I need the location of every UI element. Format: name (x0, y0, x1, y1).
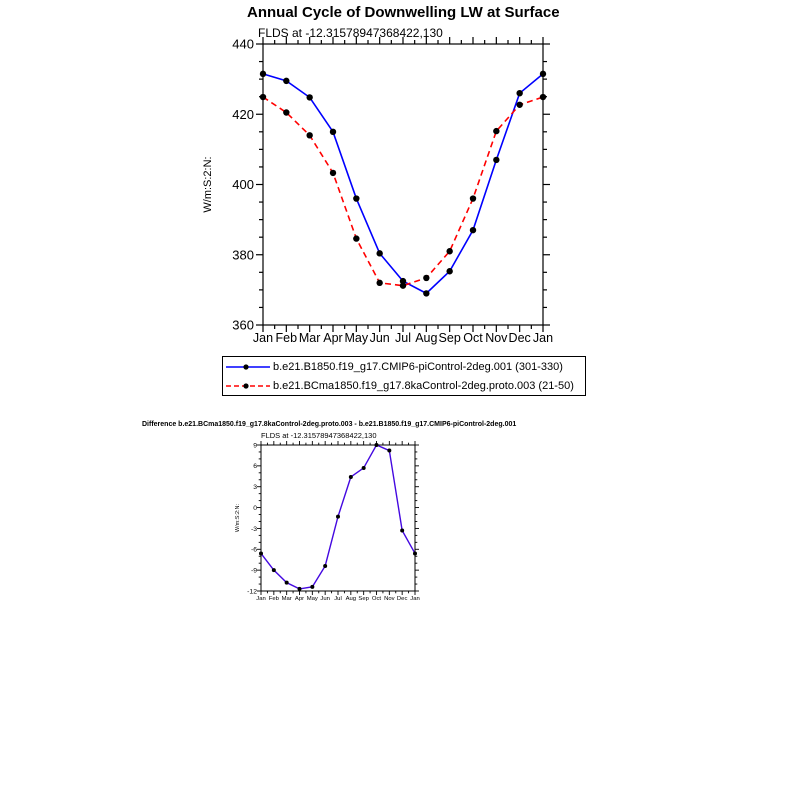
svg-text:May: May (345, 331, 369, 345)
svg-text:Jul: Jul (395, 331, 411, 345)
svg-text:6: 6 (253, 463, 257, 470)
svg-text:May: May (307, 596, 318, 602)
y-axis-label: W/m:S:2:N: (235, 503, 241, 532)
svg-text:0: 0 (253, 505, 257, 512)
legend-line-solid-blue-icon (226, 363, 270, 370)
svg-text:400: 400 (232, 177, 254, 192)
svg-text:Nov: Nov (384, 596, 395, 602)
legend-line-dashed-red-icon (226, 382, 270, 389)
y-axis-label: W/m:S:2:N: (202, 156, 214, 212)
svg-text:Jun: Jun (370, 331, 390, 345)
axes (257, 441, 419, 595)
tick-labels: Jan Feb Mar Apr May Jun Jul Aug Sep Oct Nov Dec Jan3… (202, 37, 553, 345)
top-chart-title: Annual Cycle of Downwelling LW at Surfac… (247, 4, 560, 21)
svg-text:Aug: Aug (415, 331, 437, 345)
legend-label-8kacontrol: b.e21.BCma1850.f19_g17.8kaControl-2deg.p… (273, 379, 574, 392)
diff-chart-subtitle: FLDS at -12.31578947368422,130 (261, 431, 377, 440)
svg-text:-6: -6 (251, 547, 257, 554)
svg-text:Jul: Jul (334, 596, 342, 602)
series-0 (259, 443, 417, 591)
difference-chart: Jan Feb Mar Apr May Jun Jul Aug Sep Oct Nov Dec Jan9… (235, 441, 420, 602)
svg-text:-3: -3 (251, 526, 257, 533)
top-chart-subtitle: FLDS at -12.31578947368422,130 (258, 26, 443, 40)
legend-box: b.e21.B1850.f19_g17.CMIP6-piControl-2deg… (222, 356, 586, 396)
svg-text:Jan: Jan (253, 331, 273, 345)
svg-text:Dec: Dec (509, 331, 531, 345)
series-1 (259, 93, 547, 289)
svg-text:Jan: Jan (410, 596, 420, 602)
svg-text:Mar: Mar (282, 596, 292, 602)
svg-text:-9: -9 (251, 568, 257, 575)
svg-text:Aug: Aug (346, 596, 356, 602)
svg-text:Jun: Jun (320, 596, 330, 602)
svg-text:420: 420 (232, 107, 254, 122)
svg-text:Jan: Jan (533, 331, 553, 345)
svg-text:3: 3 (253, 484, 257, 491)
svg-text:-12: -12 (247, 588, 257, 595)
svg-text:Oct: Oct (463, 331, 483, 345)
tick-labels: Jan Feb Mar Apr May Jun Jul Aug Sep Oct Nov Dec Jan9… (235, 442, 420, 602)
diff-chart-title: Difference b.e21.BCma1850.f19_g17.8kaCon… (142, 421, 517, 428)
annual-cycle-chart: Jan Feb Mar Apr May Jun Jul Aug Sep Oct Nov Dec Jan3… (202, 37, 553, 345)
svg-text:440: 440 (232, 37, 254, 52)
svg-text:Nov: Nov (485, 331, 508, 345)
svg-text:Apr: Apr (295, 596, 304, 602)
svg-text:Sep: Sep (358, 596, 369, 602)
svg-text:Apr: Apr (323, 331, 342, 345)
svg-text:Feb: Feb (269, 596, 280, 602)
svg-text:360: 360 (232, 318, 254, 333)
svg-text:Mar: Mar (299, 331, 321, 345)
series-0 (259, 70, 547, 297)
svg-text:Oct: Oct (372, 596, 382, 602)
legend-label-picontrol: b.e21.B1850.f19_g17.CMIP6-piControl-2deg… (273, 360, 563, 373)
legend-item-picontrol: b.e21.B1850.f19_g17.CMIP6-piControl-2deg… (225, 357, 585, 376)
axes (256, 37, 550, 332)
svg-text:Dec: Dec (397, 596, 408, 602)
legend-item-8kacontrol: b.e21.BCma1850.f19_g17.8kaControl-2deg.p… (225, 376, 585, 395)
svg-text:Feb: Feb (276, 331, 298, 345)
svg-text:380: 380 (232, 247, 254, 262)
svg-text:9: 9 (253, 442, 257, 449)
svg-text:Jan: Jan (256, 596, 266, 602)
svg-text:Sep: Sep (439, 331, 461, 345)
